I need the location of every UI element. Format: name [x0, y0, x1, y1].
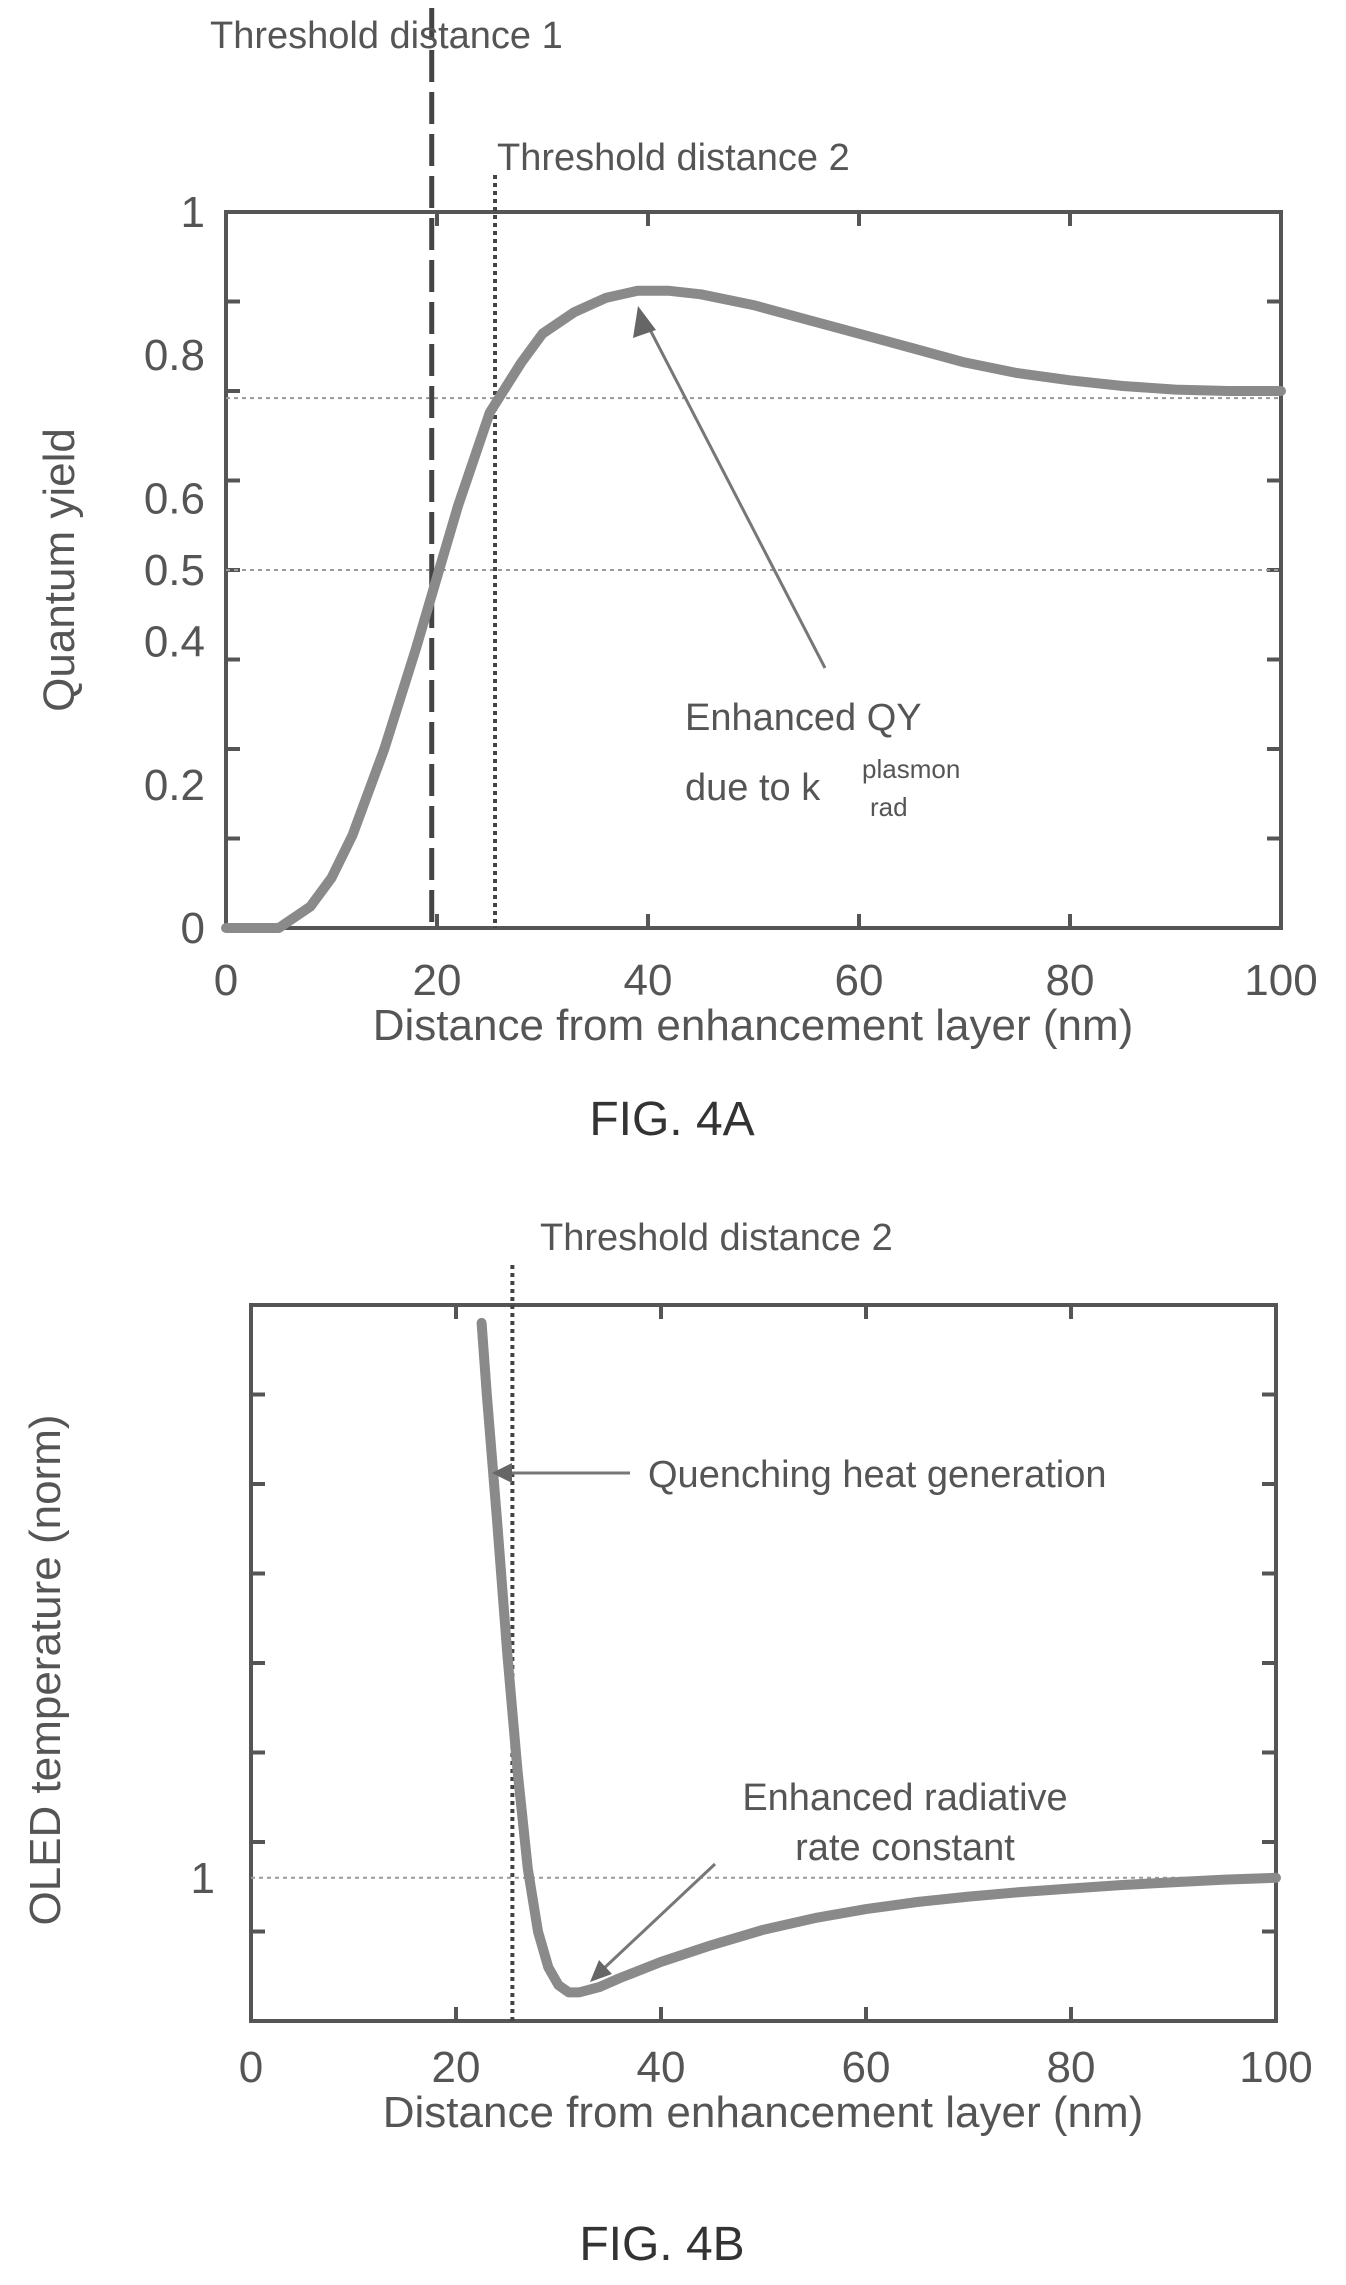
annotation-enhanced-qy: Enhanced QY: [685, 697, 922, 739]
threshold-lines-4a: [429, 8, 498, 928]
y-tick-label: 1: [181, 188, 205, 237]
threshold-label-2-4b: Threshold distance 2: [540, 1217, 893, 1259]
x-tick-labels-4b: 0 20 40 60 80 100: [239, 2043, 1313, 2092]
x-tick-labels-4a: 0 20 40 60 80 100: [214, 956, 1318, 1005]
annotation-rate-constant: rate constant: [795, 1827, 1015, 1869]
x-tick-label: 80: [1046, 956, 1095, 1005]
y-tick-label: 0: [181, 904, 205, 953]
chart-4b: 0 20 40 60 80 100 1 Threshold distance 2 Dist…: [21, 1217, 1313, 2271]
plot-frame-4b: [249, 1303, 1278, 2023]
figure-label-4a: FIG. 4A: [589, 1093, 754, 1146]
y-tick-label: 0.5: [144, 546, 205, 595]
y-tick-label: 0.4: [144, 618, 205, 667]
y-tick-label: 0.8: [144, 331, 205, 380]
x-tick-label: 40: [624, 956, 673, 1005]
y-tick-label: 0.2: [144, 761, 205, 810]
tick-marks-4a: [224, 212, 1283, 928]
x-tick-label: 20: [432, 2043, 481, 2092]
x-tick-label: 100: [1239, 2043, 1312, 2092]
annotation-arrowhead-quenching: [492, 1463, 512, 1483]
x-axis-label-4b: Distance from enhancement layer (nm): [383, 2088, 1144, 2137]
y-tick-labels-4a: 0 0.2 0.4 0.5 0.6 0.8 1: [144, 188, 205, 953]
y-axis-label-4a: Quantum yield: [35, 428, 84, 712]
annotation-superscript: plasmon: [862, 754, 960, 784]
annotation-due-to-k: due to k: [685, 767, 821, 809]
annotation-arrowhead-radiative: [590, 1960, 612, 1982]
annotation-arrow-radiative: [598, 1862, 717, 1974]
reference-lines-4a: [226, 397, 1281, 571]
figure-label-4b: FIG. 4B: [579, 2218, 744, 2271]
x-tick-label: 0: [239, 2043, 263, 2092]
annotation-arrow-4a: [642, 317, 827, 669]
quantum-yield-curve: [221, 285, 1286, 933]
annotation-quenching: Quenching heat generation: [648, 1454, 1106, 1496]
x-tick-label: 40: [637, 2043, 686, 2092]
y-tick-label: 0.6: [144, 474, 205, 523]
tick-marks-4b: [249, 1305, 1278, 2021]
x-tick-label: 60: [842, 2043, 891, 2092]
x-tick-label: 80: [1047, 2043, 1096, 2092]
threshold-label-1: Threshold distance 1: [210, 15, 563, 57]
annotation-arrowhead-4a: [633, 306, 656, 338]
annotation-subscript: rad: [870, 792, 908, 822]
oled-temperature-curve: [476, 1317, 1281, 1998]
y-tick-label: 1: [191, 1854, 215, 1903]
x-axis-label-4a: Distance from enhancement layer (nm): [373, 1001, 1134, 1050]
y-axis-label-4b: OLED temperature (norm): [21, 1414, 70, 1925]
y-tick-labels-4b: 1: [191, 1854, 215, 1903]
x-tick-label: 20: [413, 956, 462, 1005]
x-tick-label: 60: [835, 956, 884, 1005]
threshold-label-2-4a: Threshold distance 2: [497, 137, 850, 179]
annotation-enhanced-radiative: Enhanced radiative: [742, 1777, 1067, 1819]
x-tick-label: 0: [214, 956, 238, 1005]
x-tick-label: 100: [1244, 956, 1317, 1005]
chart-4a: 0 20 40 60 80 100 0 0.2 0.4 0.5 0.6 0.8 1 Threshold…: [35, 8, 1318, 1146]
